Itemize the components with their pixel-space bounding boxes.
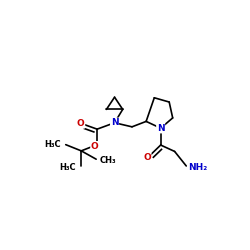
Text: NH₂: NH₂ — [188, 163, 207, 172]
Text: H₃C: H₃C — [59, 164, 76, 172]
Text: CH₃: CH₃ — [100, 156, 116, 165]
Text: O: O — [91, 142, 99, 151]
Text: H₃C: H₃C — [45, 140, 61, 148]
Text: N: N — [111, 118, 118, 127]
Text: O: O — [77, 119, 84, 128]
Text: O: O — [143, 153, 151, 162]
Text: N: N — [157, 124, 164, 133]
